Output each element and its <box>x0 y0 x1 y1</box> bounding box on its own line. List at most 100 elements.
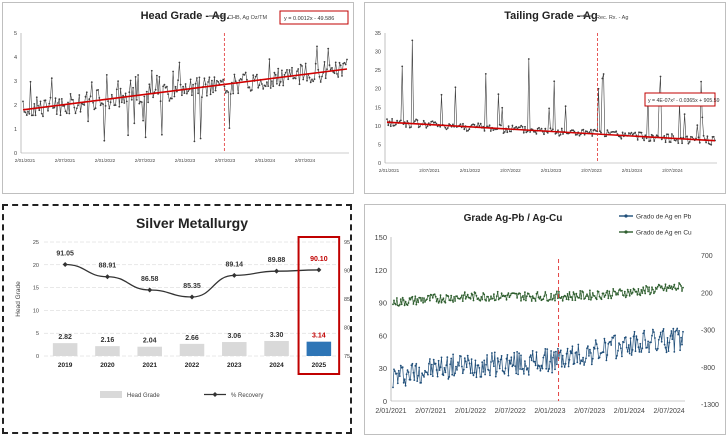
series-point <box>578 296 581 299</box>
series-point <box>559 133 562 136</box>
series-point <box>327 47 330 50</box>
series-point <box>441 298 444 301</box>
series-point <box>688 141 691 143</box>
legend-line-marker <box>212 392 218 397</box>
series-point <box>579 362 582 365</box>
series-point <box>609 340 612 343</box>
series-point <box>468 362 471 365</box>
y2-tick-label: 80 <box>344 326 350 332</box>
series-point <box>628 132 630 134</box>
series-point <box>668 284 671 287</box>
series-point <box>58 98 61 101</box>
series-point <box>616 354 618 357</box>
series-point <box>77 104 79 107</box>
series-point <box>479 122 482 125</box>
bar <box>179 343 205 356</box>
y-tick-label: 10 <box>33 308 39 314</box>
series-point <box>573 362 576 365</box>
series-point <box>55 113 58 115</box>
series-point <box>672 286 675 289</box>
series-point <box>492 297 494 300</box>
series-point <box>32 114 34 117</box>
series-point <box>505 357 508 360</box>
series-point <box>497 93 500 96</box>
series-point <box>664 141 667 144</box>
series-point <box>680 285 682 287</box>
series-point <box>607 297 610 300</box>
series-point <box>59 114 62 117</box>
series-point <box>607 131 610 134</box>
series-point <box>336 73 338 75</box>
series-point <box>658 284 661 287</box>
series-point <box>465 366 468 369</box>
series-point <box>28 112 31 115</box>
series-point <box>541 367 544 370</box>
series-point <box>531 350 534 352</box>
series-point <box>456 369 458 371</box>
series-point <box>588 298 590 301</box>
series-point <box>567 365 570 368</box>
series-point <box>675 329 678 332</box>
series-point <box>664 283 667 286</box>
series-point <box>481 298 484 301</box>
series-point <box>677 287 680 290</box>
series-point <box>650 291 652 294</box>
series-point <box>636 139 639 141</box>
series-point <box>308 76 311 79</box>
series-point <box>421 297 423 299</box>
y-tick-label: 1 <box>14 127 17 133</box>
series-point <box>83 104 86 106</box>
series-point <box>556 290 558 293</box>
series-point <box>620 347 622 350</box>
x-tick-label: 2/07/2023 <box>215 158 236 163</box>
series-point <box>404 300 407 303</box>
series-point <box>487 295 489 298</box>
series-point <box>548 107 550 110</box>
series-point <box>98 97 101 99</box>
series-point <box>647 290 649 293</box>
x-tick-label: 2/01/2022 <box>95 158 116 163</box>
y-tick-label: 5 <box>14 31 17 37</box>
series-point <box>607 343 610 345</box>
series-point <box>402 381 405 384</box>
series-point <box>192 83 195 86</box>
series-point <box>660 138 663 141</box>
series-point <box>196 77 198 79</box>
head-grade-chart: Head Grade - Ag.CHB, Ag Oz/TM 0 1 2 3 4 5 2/01/… <box>14 10 349 163</box>
series-point <box>659 75 662 78</box>
series-point <box>470 358 473 360</box>
series-point <box>641 292 644 294</box>
series-point <box>519 368 521 370</box>
series-point <box>408 297 411 299</box>
series-point <box>551 371 553 374</box>
series-point <box>400 303 403 306</box>
series-point <box>573 293 576 296</box>
series-point <box>426 371 428 374</box>
series-point <box>673 351 676 353</box>
series-point <box>118 105 121 108</box>
series-point <box>339 64 342 67</box>
series-point <box>553 294 555 296</box>
series-point <box>438 300 441 303</box>
series-point <box>530 359 533 362</box>
series-point <box>331 67 333 69</box>
series-point <box>651 286 653 289</box>
series-point <box>562 133 564 135</box>
series-point <box>421 372 423 375</box>
series-point <box>473 123 476 126</box>
series-point <box>504 294 507 297</box>
series-point <box>147 101 150 104</box>
series-point <box>643 139 645 142</box>
series-point <box>423 376 425 378</box>
series-point <box>271 80 273 82</box>
series-point <box>524 360 526 362</box>
series-point <box>497 298 500 301</box>
series-point <box>552 128 554 131</box>
series-point <box>309 81 312 84</box>
series-point <box>132 86 135 89</box>
series-point <box>526 367 529 369</box>
y2-tick-label: 200 <box>701 290 713 297</box>
series-point <box>653 140 656 142</box>
series-point <box>395 303 397 306</box>
